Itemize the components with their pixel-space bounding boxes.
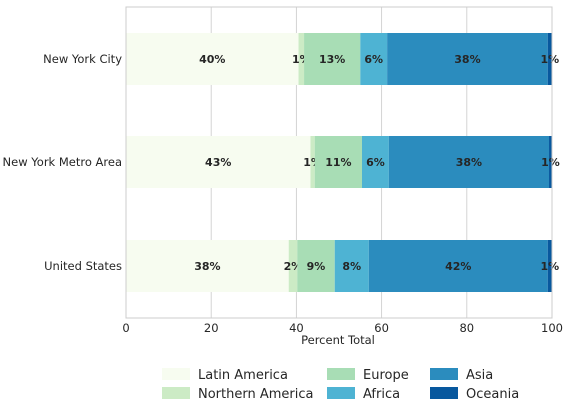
bar-segment-1-5 — [549, 136, 552, 188]
legend-swatch-2 — [327, 368, 355, 380]
bar-segment-1-3 — [362, 136, 389, 188]
data-label-1-3: 6% — [366, 156, 385, 169]
y-tick-label-1: New York Metro Area — [3, 155, 122, 169]
x-tick-label-0: 0 — [122, 321, 129, 335]
bar-segment-1-2 — [314, 136, 363, 188]
bar-segment-1-0 — [126, 136, 311, 188]
plot-frame — [125, 6, 553, 319]
bar-segment-0-4 — [387, 33, 548, 85]
bar-segment-1-1 — [310, 136, 315, 188]
data-label-0-5: 1% — [541, 53, 560, 66]
legend-label-1: Northern America — [198, 387, 313, 402]
data-label-0-4: 38% — [454, 53, 480, 66]
bar-segment-0-3 — [360, 33, 388, 85]
legend-label-2: Europe — [363, 368, 409, 383]
x-tick-label-100: 100 — [541, 321, 563, 335]
bar-segment-2-2 — [297, 240, 335, 292]
bar-segment-0-5 — [547, 33, 552, 85]
data-label-1-2: 11% — [325, 156, 351, 169]
data-label-0-3: 6% — [364, 53, 383, 66]
data-label-2-5: 1% — [541, 260, 560, 273]
data-label-2-4: 42% — [445, 260, 471, 273]
data-label-1-0: 43% — [205, 156, 231, 169]
y-tick-label-2: United States — [44, 259, 122, 273]
bar-segment-0-2 — [304, 33, 361, 85]
y-tick-label-0: New York City — [43, 52, 122, 66]
x-tick-label-60: 60 — [374, 321, 389, 335]
x-tick-label-80: 80 — [459, 321, 474, 335]
x-axis-title: Percent Total — [301, 333, 375, 347]
x-axis-ticks: 0 20 40 60 80 100 — [122, 321, 563, 335]
bar-segment-2-1 — [288, 240, 298, 292]
legend-label-0: Latin America — [198, 368, 288, 383]
legend-swatch-5 — [430, 387, 458, 399]
legend-swatch-0 — [162, 368, 190, 380]
legend-swatch-3 — [327, 387, 355, 399]
bar-segment-0-0 — [126, 33, 299, 85]
data-label-1-5: 1% — [541, 156, 560, 169]
data-label-2-2: 9% — [307, 260, 326, 273]
plot-border — [125, 6, 553, 319]
bar-segment-0-1 — [298, 33, 305, 85]
data-label-2-0: 38% — [194, 260, 220, 273]
bar-segment-2-5 — [547, 240, 552, 292]
bar-segment-2-0 — [126, 240, 289, 292]
bars: 40% 1% 13% 6% 38% 1%43% 1% 11% 6% 38% 1%38% 2% 9% 8% 4… — [126, 33, 560, 292]
legend-label-5: Oceania — [466, 387, 519, 402]
data-label-0-2: 13% — [319, 53, 345, 66]
x-tick-label-20: 20 — [204, 321, 219, 335]
x-tick-label-40: 40 — [289, 321, 304, 335]
legend: Latin America Northern America Europe Afric… — [162, 368, 519, 402]
legend-label-3: Africa — [363, 387, 400, 402]
legend-swatch-4 — [430, 368, 458, 380]
bar-segment-2-3 — [334, 240, 369, 292]
y-axis-labels: New York City New York Metro Area United S… — [3, 52, 123, 273]
bar-segment-2-4 — [368, 240, 548, 292]
legend-label-4: Asia — [466, 368, 493, 383]
data-label-2-3: 8% — [342, 260, 361, 273]
bar-segment-1-4 — [388, 136, 550, 188]
data-label-0-0: 40% — [199, 53, 225, 66]
data-label-1-4: 38% — [456, 156, 482, 169]
legend-swatch-1 — [162, 387, 190, 399]
